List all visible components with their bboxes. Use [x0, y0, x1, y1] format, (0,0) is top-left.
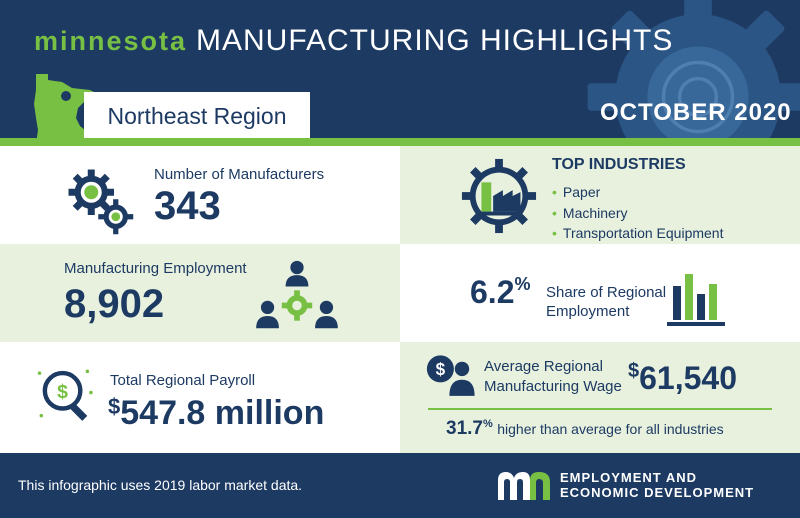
payroll-amount: 547.8 million [120, 394, 325, 432]
employment-card: Manufacturing Employment 8,902 [0, 244, 400, 342]
team-gear-icon [256, 260, 338, 329]
wage-divider [428, 408, 772, 410]
industries-list: • Paper • Machinery • Transportation Equipm… [552, 182, 723, 244]
factory-icon [461, 158, 537, 234]
share-card: 6.2% Share of Regional Employment [400, 244, 800, 342]
payroll-value: $547.8 million [108, 394, 324, 433]
brand-name: minnesota [34, 26, 188, 56]
wage-value: $61,540 [628, 360, 737, 397]
manufacturers-card: Number of Manufacturers 343 [0, 146, 400, 244]
page-title: MANUFACTURING HIGHLIGHTS [196, 24, 674, 57]
industries-heading: TOP INDUSTRIES [552, 156, 686, 173]
share-number: 6.2 [470, 274, 515, 310]
header-divider [0, 138, 800, 146]
share-label-line1: Share of Regional [546, 284, 667, 301]
footer-note: This infographic uses 2019 labor market … [18, 477, 303, 493]
report-date: OCTOBER 2020 [600, 99, 792, 126]
industry-name: Paper [562, 184, 601, 200]
svg-text:$: $ [57, 381, 68, 403]
wage-diff-unit: % [482, 418, 493, 430]
wage-diff-text: higher than average for all industries [497, 421, 724, 437]
wage-label-line1: Average Regional [484, 358, 603, 375]
payroll-label: Total Regional Payroll [110, 372, 256, 389]
wage-amount: 61,540 [639, 360, 737, 396]
person-dollar-icon: $ [426, 355, 475, 396]
region-name: Northeast Region [107, 103, 287, 129]
footer: This infographic uses 2019 labor market … [0, 453, 800, 518]
org-name-line1: EMPLOYMENT AND [560, 470, 698, 485]
share-label-line2: Employment [546, 303, 630, 320]
manufacturers-value: 343 [154, 184, 221, 228]
wage-card: $ Average Regional Manufacturing Wage $6… [400, 342, 800, 453]
manufacturers-label: Number of Manufacturers [154, 166, 325, 183]
wage-currency: $ [628, 360, 640, 382]
list-item: • Transportation Equipment [552, 225, 724, 241]
gear-background-icon [587, 0, 800, 140]
header: minnesota MANUFACTURING HIGHLIGHTS North… [0, 0, 800, 140]
payroll-currency: $ [108, 394, 121, 419]
share-unit: % [514, 274, 531, 294]
region-badge: Northeast Region [84, 92, 310, 140]
bar-chart-icon [667, 274, 725, 326]
gears-icon [68, 169, 134, 235]
wage-diff-value: 31.7 [446, 418, 483, 439]
share-value: 6.2% [470, 274, 531, 311]
wage-label-line2: Manufacturing Wage [484, 378, 622, 395]
employment-value: 8,902 [64, 282, 165, 326]
deed-logo [498, 472, 550, 500]
payroll-card: $ Total Regional Payroll $547.8 million [0, 342, 400, 453]
org-name-line2: ECONOMIC DEVELOPMENT [560, 485, 755, 500]
list-item: • Paper [552, 184, 601, 200]
employment-label: Manufacturing Employment [64, 260, 247, 277]
industry-name: Machinery [562, 204, 628, 221]
industry-name: Transportation Equipment [562, 225, 724, 241]
svg-text:$: $ [436, 360, 446, 379]
magnifier-dollar-icon: $ [37, 369, 93, 421]
wage-comparison: 31.7% higher than average for all indust… [446, 418, 724, 440]
list-item: • Machinery [552, 204, 628, 221]
minnesota-map-icon [34, 74, 98, 140]
